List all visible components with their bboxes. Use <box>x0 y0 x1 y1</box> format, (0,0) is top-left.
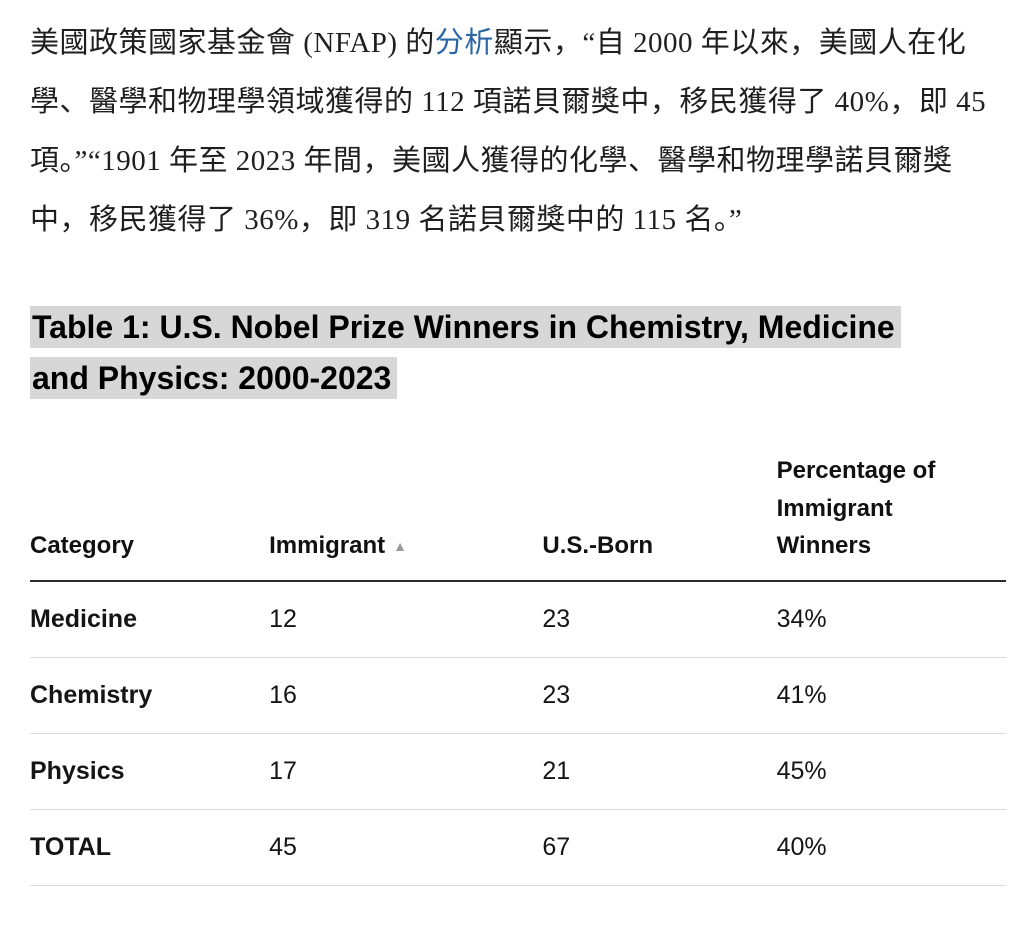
table-title-heading: Table 1: U.S. Nobel Prize Winners in Che… <box>30 302 960 404</box>
paragraph-text-after-link: 顯示，“自 2000 年以來，美國人在化學、醫學和物理學領域獲得的 112 項諾… <box>30 27 987 236</box>
column-header-us-born-label: U.S.-Born <box>542 531 654 559</box>
column-header-us-born[interactable]: U.S.-Born <box>542 446 777 582</box>
analysis-link[interactable]: 分析 <box>434 27 494 59</box>
cell-us-born: 23 <box>542 580 777 658</box>
cell-category: Physics <box>30 733 270 810</box>
cell-us-born: 23 <box>542 657 777 734</box>
paragraph-text-before-link: 美國政策國家基金會 (NFAP) 的 <box>30 27 435 59</box>
cell-us-born: 21 <box>542 733 777 810</box>
intro-paragraph: 美國政策國家基金會 (NFAP) 的分析顯示，“自 2000 年以來，美國人在化… <box>30 14 990 250</box>
column-header-immigrant-label: Immigrant <box>269 531 386 559</box>
cell-category: Chemistry <box>30 657 270 734</box>
table-header-row: Category Immigrant ▲ U.S.-Born Percentage… <box>30 446 1006 582</box>
cell-percentage: 34% <box>776 580 1006 658</box>
column-header-percentage[interactable]: Percentage of Immigrant Winners <box>776 446 1006 582</box>
cell-immigrant: 45 <box>269 809 543 886</box>
cell-immigrant: 16 <box>269 657 543 734</box>
column-header-immigrant[interactable]: Immigrant ▲ <box>269 446 543 582</box>
table-row-total: TOTAL 45 67 40% <box>30 809 1006 886</box>
cell-category: TOTAL <box>30 809 270 886</box>
cell-category: Medicine <box>30 580 270 658</box>
cell-us-born: 67 <box>542 809 777 886</box>
cell-immigrant: 12 <box>269 580 543 658</box>
article-page: 美國政策國家基金會 (NFAP) 的分析顯示，“自 2000 年以來，美國人在化… <box>30 14 1006 886</box>
cell-percentage: 40% <box>776 809 1006 886</box>
table-row-medicine: Medicine 12 23 34% <box>30 580 1006 658</box>
cell-percentage: 41% <box>776 657 1006 734</box>
cell-percentage: 45% <box>776 733 1006 810</box>
column-header-category-label: Category <box>30 531 135 559</box>
sort-ascending-icon: ▲ <box>393 537 407 554</box>
column-header-percentage-label: Percentage of Immigrant Winners <box>776 457 936 559</box>
nobel-winners-table: Category Immigrant ▲ U.S.-Born Percentage… <box>30 446 1006 886</box>
table-row-physics: Physics 17 21 45% <box>30 733 1006 810</box>
table-row-chemistry: Chemistry 16 23 41% <box>30 657 1006 734</box>
column-header-category[interactable]: Category <box>30 446 270 582</box>
cell-immigrant: 17 <box>269 733 543 810</box>
table-title-highlighted-text: Table 1: U.S. Nobel Prize Winners in Che… <box>30 306 901 400</box>
